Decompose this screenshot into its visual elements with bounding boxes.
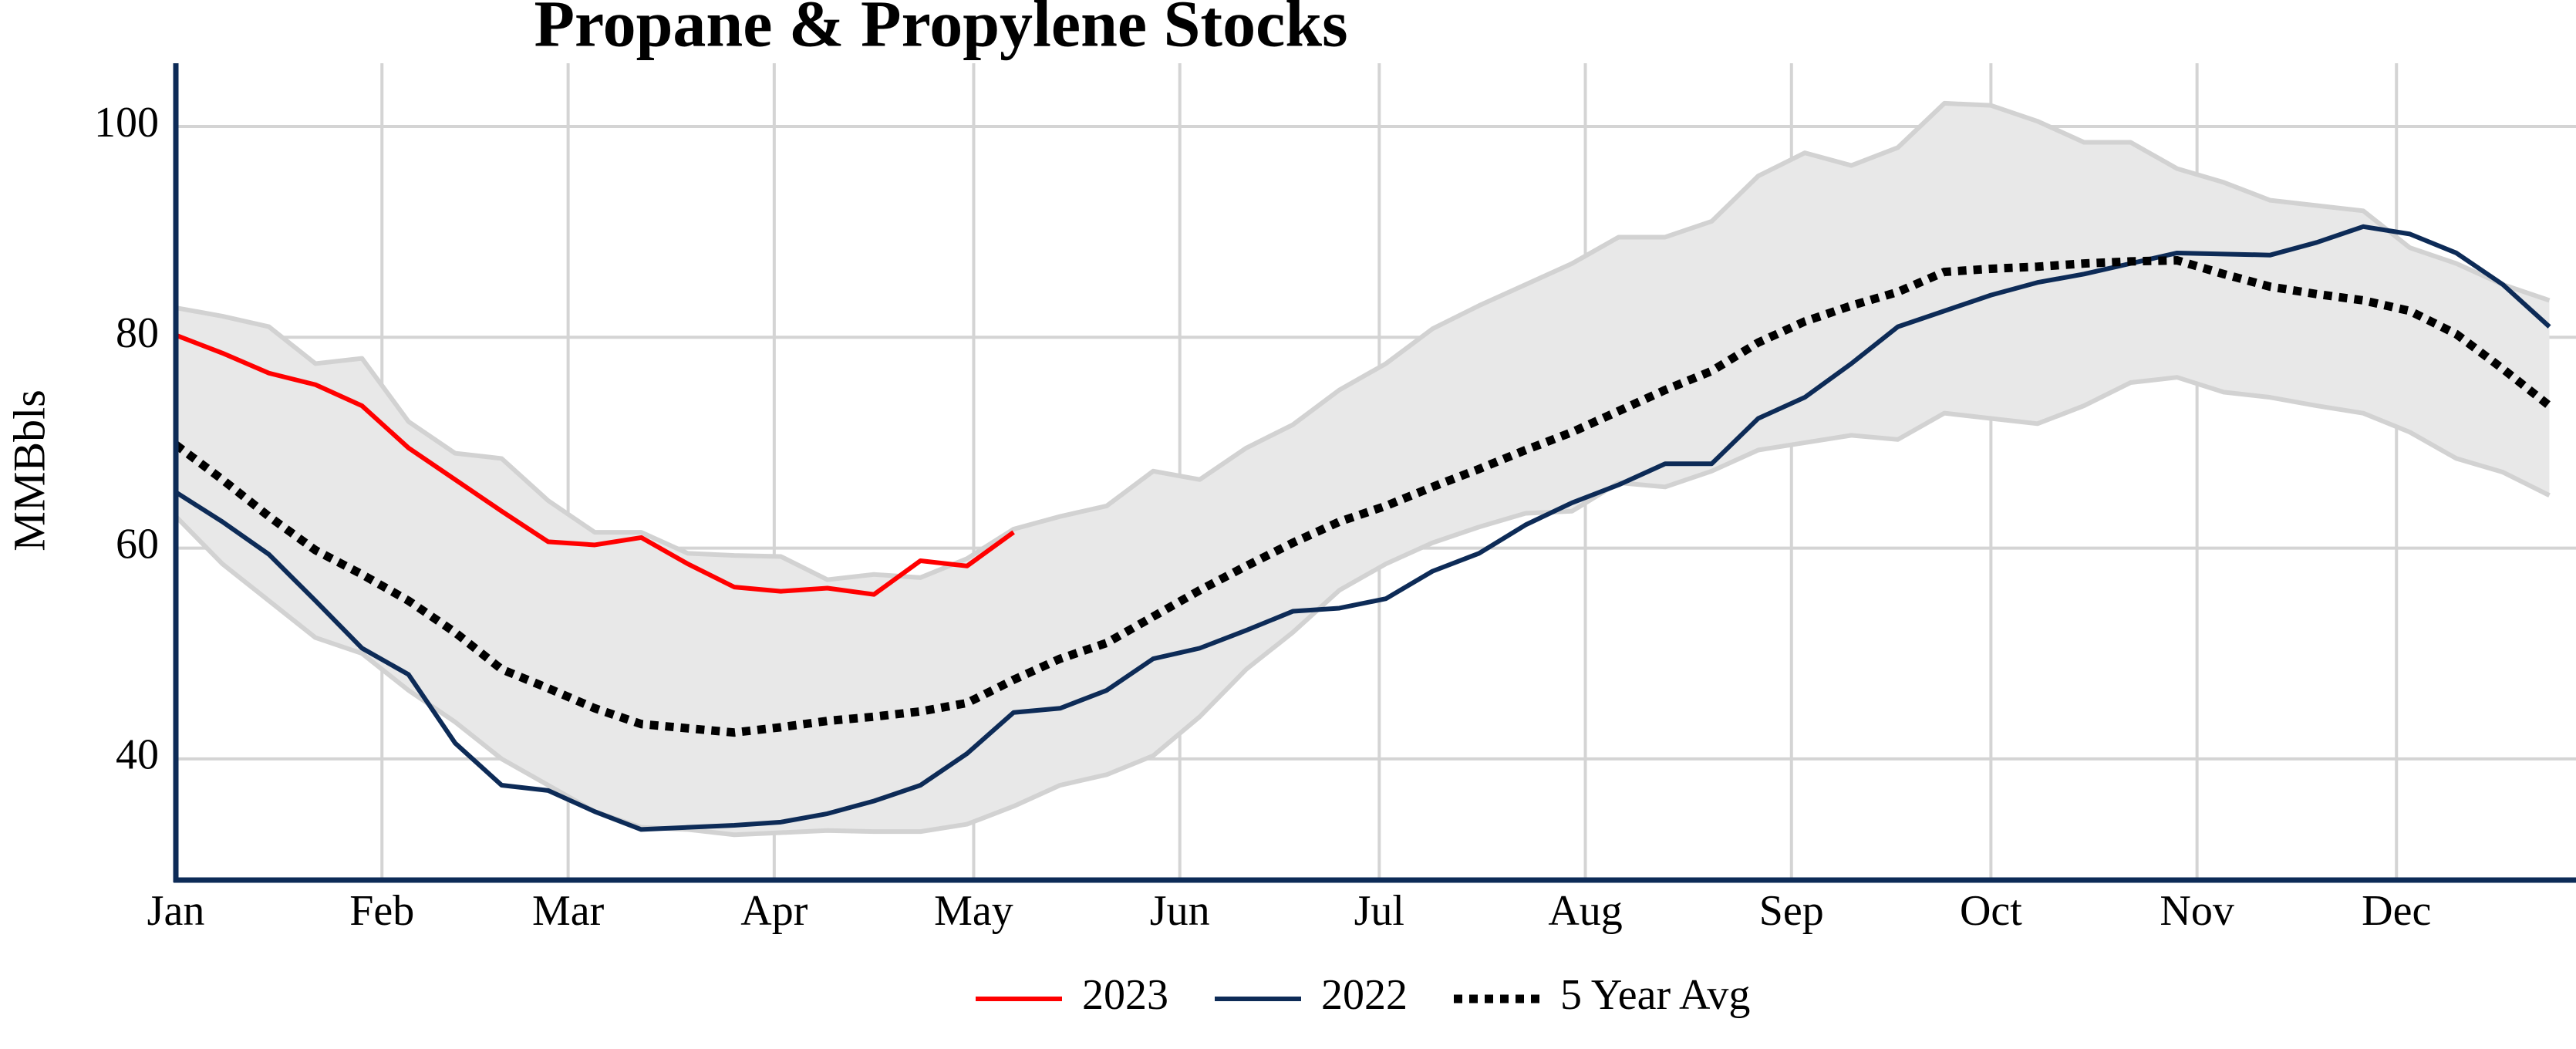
x-tick-label: Aug <box>1548 887 1622 935</box>
x-tick-label: May <box>934 887 1013 935</box>
y-tick-label: 100 <box>94 99 159 147</box>
x-tick-label: Nov <box>2160 887 2234 935</box>
legend: 2023 2022 5 Year Avg <box>976 971 1750 1019</box>
x-tick-label: Mar <box>532 887 605 935</box>
plot-area <box>173 100 2552 838</box>
range-edge <box>175 100 2551 582</box>
x-tick-label: Apr <box>740 887 808 935</box>
range-band <box>176 103 2550 835</box>
x-tick-label: Jul <box>1354 887 1404 935</box>
series-line <box>173 256 2552 737</box>
range-edge <box>174 375 2551 838</box>
x-tick-label: Jan <box>147 887 205 935</box>
series-line <box>174 332 1015 597</box>
y-axis-label: MMBbls <box>4 390 54 551</box>
x-tick-label: Jun <box>1150 887 1210 935</box>
y-tick-label: 80 <box>116 309 159 357</box>
chart-title: Propane & Propylene Stocks <box>534 0 1347 61</box>
x-tick-label: Dec <box>2362 887 2431 935</box>
legend-label: 2022 <box>1321 971 1408 1019</box>
legend-label: 2023 <box>1082 971 1168 1019</box>
legend-label: 5 Year Avg <box>1560 971 1750 1019</box>
y-tick-label: 40 <box>116 731 159 779</box>
x-tick-label: Oct <box>1960 887 2022 935</box>
series-line <box>174 224 2551 832</box>
axes: 40 60 80 100 Jan Feb Mar Apr May Jun Jul Aug Sep Oct N… <box>94 63 2576 935</box>
y-tick-label: 60 <box>116 520 159 568</box>
x-tick-label: Feb <box>349 887 414 935</box>
x-tick-label: Sep <box>1759 887 1824 935</box>
